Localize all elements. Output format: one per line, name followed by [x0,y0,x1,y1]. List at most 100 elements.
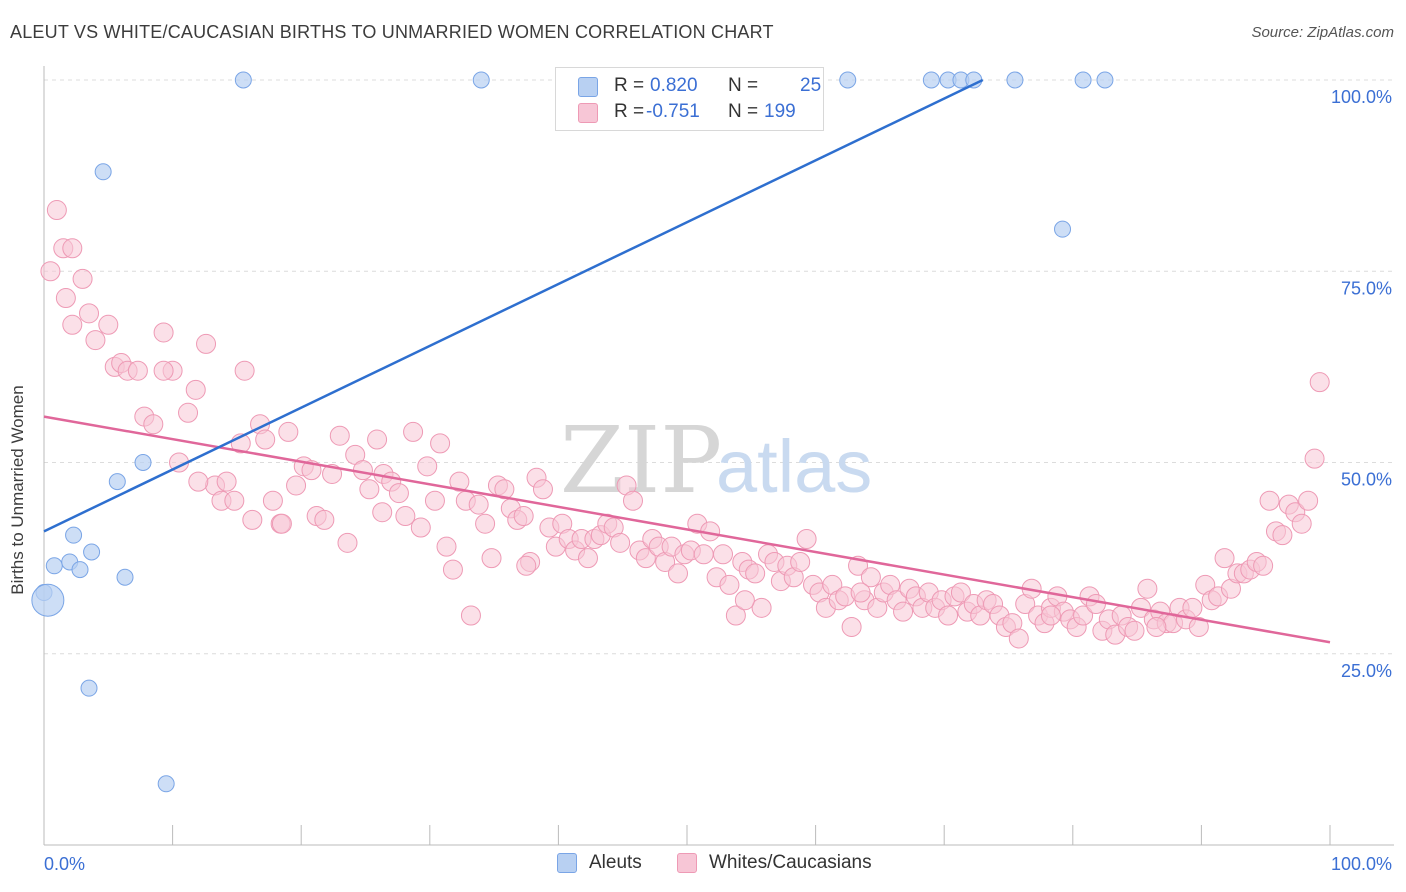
aleuts-data-point [94,163,112,181]
whites-data-point [286,475,307,496]
whites-data-point [449,471,470,492]
whites-data-point [436,536,457,557]
legend-item-whites[interactable]: Whites/Caucasians [677,852,897,876]
whites-data-point [1291,513,1312,534]
aleuts-data-point [31,583,65,617]
whites-data-point [734,590,755,611]
y-tick-label: 75.0% [1341,278,1392,298]
whites-data-point [424,490,445,511]
aleuts-data-point [45,557,63,575]
aleuts-data-point [1074,71,1092,89]
y-tick-label: 25.0% [1341,661,1392,681]
chart-title: ALEUT VS WHITE/CAUCASIAN BIRTHS TO UNMAR… [10,22,774,42]
whites-data-point [1272,525,1293,546]
whites-data-point [468,494,489,515]
whites-data-point [388,483,409,504]
whites-data-point [622,490,643,511]
legend-row-whites: R = -0.751 N = 199 [578,101,818,125]
tick-labels: 25.0% 50.0% 75.0% 100.0% 0.0% 100.0% [44,87,1392,874]
stats-legend: R = 0.820 N = 25 R = -0.751 N = 199 [555,67,824,131]
whites-data-point [196,333,217,354]
x-tick-label-max: 100.0% [1331,854,1392,874]
whites-data-point [40,261,61,282]
aleuts-data-point [1096,71,1114,89]
whites-data-point [79,303,100,324]
whites-data-point [153,360,174,381]
whites-swatch [677,853,697,873]
whites-data-point [1137,578,1158,599]
aleuts-data-point [1054,220,1072,238]
aleuts-points [31,71,1114,793]
whites-data-point [224,490,245,511]
whites-data-point [417,456,438,477]
aleuts-swatch [557,853,577,873]
whites-caucasians-points [40,200,1330,649]
whites-data-point [403,421,424,442]
r-value: -0.751 [646,101,700,122]
whites-data-point [1214,548,1235,569]
whites-data-point [314,509,335,530]
whites-data-point [178,402,199,423]
whites-data-point [1146,616,1167,637]
whites-data-point [790,551,811,572]
aleuts-data-point [472,71,490,89]
whites-data-point [893,601,914,622]
whites-data-point [185,379,206,400]
whites-data-point [1298,490,1319,511]
whites-data-point [841,616,862,637]
whites-data-point [667,563,688,584]
whites-data-point [127,360,148,381]
r-label: R = [614,101,645,122]
x-tick-label-min: 0.0% [44,854,85,874]
whites-data-point [410,517,431,538]
whites-data-point [460,605,481,626]
legend-item-aleuts[interactable]: Aleuts [557,852,667,876]
watermark-atlas: atlas [716,425,872,508]
whites-data-point [329,425,350,446]
r-value: 0.820 [650,75,698,96]
whites-data-point [1309,372,1330,393]
n-value: 199 [764,101,796,122]
aleuts-data-point [80,679,98,697]
whites-data-point [1085,594,1106,615]
whites-data-point [278,421,299,442]
whites-data-point [153,322,174,343]
aleuts-swatch [578,77,598,97]
whites-data-point [796,529,817,549]
n-label: N = [728,101,759,122]
whites-data-point [475,513,496,534]
whites-data-point [85,330,106,351]
whites-data-point [367,429,388,450]
whites-data-point [1304,448,1325,469]
y-tick-label: 100.0% [1331,87,1392,107]
legend-label-whites: Whites/Caucasians [709,852,872,873]
aleuts-data-point [157,775,175,793]
n-label: N = [728,75,759,96]
whites-data-point [255,429,276,450]
n-value: 25 [800,75,822,96]
whites-data-point [513,506,534,527]
aleuts-data-point [83,543,101,561]
whites-data-point [693,544,714,565]
aleuts-data-point [922,71,940,89]
whites-data-point [577,548,598,569]
whites-data-point [55,288,76,309]
legend-row-aleuts: R = 0.820 N = 25 [578,75,822,99]
watermark: ZIP atlas [560,407,872,514]
r-label: R = [614,75,645,96]
source-credit: Source: ZipAtlas.com [1251,24,1394,41]
y-tick-label: 50.0% [1341,470,1392,490]
whites-data-point [98,314,119,335]
whites-data-point [635,548,656,569]
whites-data-point [1124,620,1145,641]
whites-data-point [850,582,871,603]
whites-data-point [46,200,67,221]
whites-data-point [1253,555,1274,576]
whites-data-point [337,532,358,553]
whites-data-point [1008,628,1029,649]
whites-data-point [216,471,237,492]
whites-data-point [359,479,380,500]
whites-data-point [242,509,263,530]
whites-data-point [234,360,255,381]
